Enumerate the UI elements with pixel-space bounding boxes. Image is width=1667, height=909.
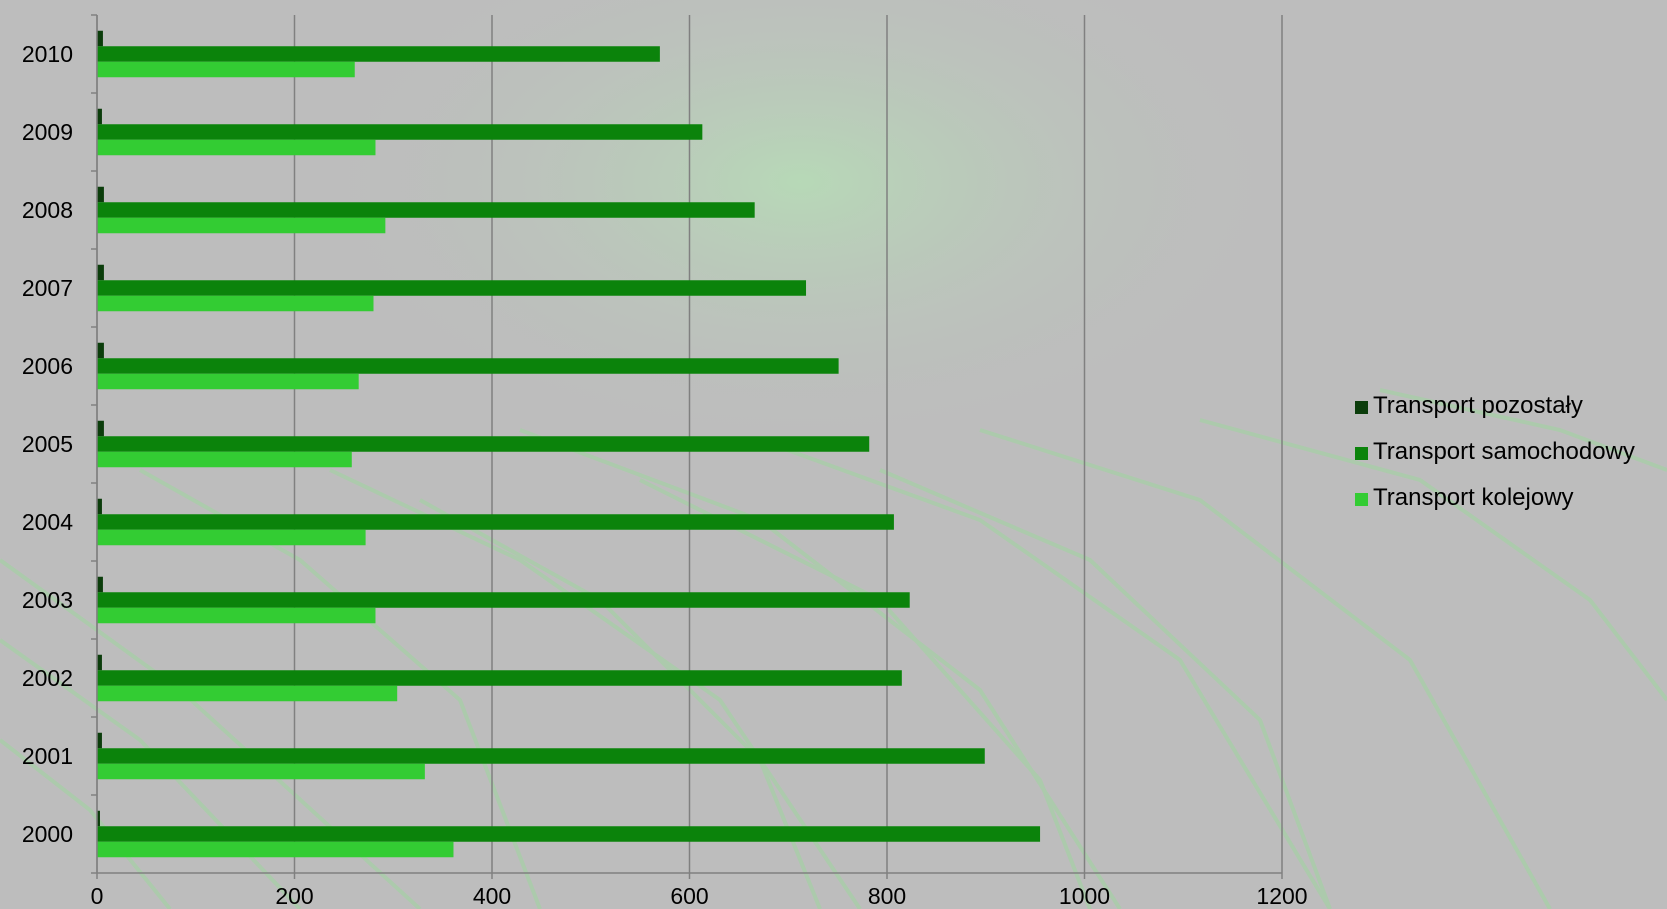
bar-2002-transport-kolejowy — [97, 685, 398, 702]
circuit-trace — [1379, 388, 1667, 472]
bar-2002-transport-samochodowy — [97, 670, 902, 686]
x-axis: 0 200 400 600 800 1000 1200 — [91, 872, 1308, 909]
bar-2001-transport-pozostały — [97, 732, 102, 749]
legend-swatch — [1355, 401, 1368, 414]
bar-2003-transport-pozostały — [97, 576, 103, 593]
bar-2007-transport-samochodowy — [97, 280, 807, 296]
legend-swatch — [1355, 447, 1368, 460]
bars — [97, 30, 1041, 858]
y-tick-label: 2001 — [22, 743, 73, 769]
circuit-trace — [0, 738, 172, 909]
circuit-trace — [639, 478, 1092, 909]
x-tick-label: 1000 — [1059, 883, 1110, 909]
bar-2000-transport-pozostały — [97, 810, 100, 827]
y-tick-label: 2010 — [22, 41, 73, 67]
x-tick-label: 400 — [473, 883, 511, 909]
y-tick-label: 2006 — [22, 353, 73, 379]
y-tick-label: 2004 — [22, 509, 73, 535]
y-tick-label: 2003 — [22, 587, 73, 613]
x-tick-label: 600 — [670, 883, 708, 909]
x-tick-label: 200 — [275, 883, 313, 909]
bar-2006-transport-kolejowy — [97, 373, 359, 390]
bar-2004-transport-kolejowy — [97, 529, 366, 546]
legend-swatch — [1355, 493, 1368, 506]
circuit-trace — [979, 428, 1552, 909]
x-tick-label: 1200 — [1256, 883, 1307, 909]
y-tick-label: 2005 — [22, 431, 73, 457]
circuit-trace — [1199, 418, 1667, 702]
bar-2004-transport-pozostały — [97, 498, 102, 515]
bar-2010-transport-kolejowy — [97, 61, 355, 78]
bar-2006-transport-pozostały — [97, 342, 104, 359]
bar-2009-transport-samochodowy — [97, 124, 703, 140]
y-tick-label: 2007 — [22, 275, 73, 301]
bar-2005-transport-samochodowy — [97, 436, 870, 452]
bar-2008-transport-pozostały — [97, 186, 104, 203]
bar-2006-transport-samochodowy — [97, 358, 839, 374]
bar-2000-transport-samochodowy — [97, 826, 1041, 842]
circuit-trace — [879, 468, 1332, 909]
bar-2003-transport-samochodowy — [97, 592, 910, 608]
y-tick-label: 2009 — [22, 119, 73, 145]
bar-2009-transport-kolejowy — [97, 139, 376, 156]
bar-2002-transport-pozostały — [97, 654, 102, 671]
y-axis: 2000 2001 2002 2003 2004 2005 2006 2007 2008 2009… — [22, 14, 98, 874]
bar-2003-transport-kolejowy — [97, 607, 376, 624]
y-tick-label: 2002 — [22, 665, 73, 691]
bar-2010-transport-samochodowy — [97, 46, 660, 62]
x-tick-label: 800 — [868, 883, 906, 909]
legend-label: Transport samochodowy — [1373, 438, 1635, 465]
legend-label: Transport pozostały — [1373, 392, 1583, 419]
circuit-trace — [759, 438, 1332, 909]
bar-2008-transport-samochodowy — [97, 202, 755, 218]
bar-2009-transport-pozostały — [97, 108, 102, 125]
bar-2007-transport-kolejowy — [97, 295, 374, 312]
legend: Transport pozostały Transport samochodowy… — [1355, 392, 1635, 511]
bar-2007-transport-pozostały — [97, 264, 104, 281]
legend-label: Transport kolejowy — [1373, 484, 1574, 511]
bar-2000-transport-kolejowy — [97, 841, 454, 858]
bar-2008-transport-kolejowy — [97, 217, 386, 234]
x-tick-label: 0 — [91, 883, 104, 909]
bar-2005-transport-kolejowy — [97, 451, 352, 468]
bar-2005-transport-pozostały — [97, 420, 104, 437]
bar-2001-transport-samochodowy — [97, 748, 985, 764]
bar-2010-transport-pozostały — [97, 30, 103, 47]
bar-2004-transport-samochodowy — [97, 514, 894, 530]
y-tick-label: 2000 — [22, 821, 73, 847]
y-tick-label: 2008 — [22, 197, 73, 223]
bar-2001-transport-kolejowy — [97, 763, 425, 780]
